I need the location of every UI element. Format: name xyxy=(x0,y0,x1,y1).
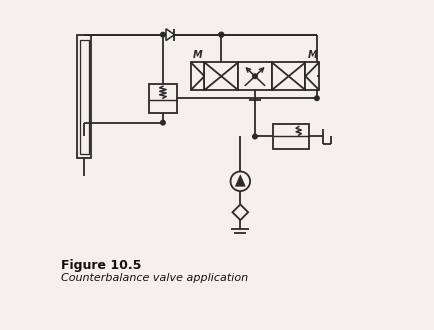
Text: Figure 10.5: Figure 10.5 xyxy=(61,259,141,273)
Text: Counterbalance valve application: Counterbalance valve application xyxy=(61,273,248,283)
Bar xyxy=(237,62,271,90)
Circle shape xyxy=(218,32,223,37)
Text: M: M xyxy=(192,50,202,60)
Bar xyxy=(272,124,308,149)
Polygon shape xyxy=(235,175,245,186)
Circle shape xyxy=(252,134,256,139)
Polygon shape xyxy=(166,29,174,41)
Circle shape xyxy=(252,74,256,79)
Text: M: M xyxy=(307,50,316,60)
Bar xyxy=(271,62,305,90)
Circle shape xyxy=(314,96,319,100)
Polygon shape xyxy=(232,204,247,220)
Circle shape xyxy=(160,32,165,37)
Bar xyxy=(204,62,237,90)
Bar xyxy=(79,40,89,153)
Bar xyxy=(149,83,176,113)
Bar xyxy=(191,62,204,90)
Bar xyxy=(305,62,319,90)
Circle shape xyxy=(160,120,165,125)
Bar xyxy=(77,35,91,158)
Circle shape xyxy=(230,172,250,191)
Circle shape xyxy=(218,32,223,37)
